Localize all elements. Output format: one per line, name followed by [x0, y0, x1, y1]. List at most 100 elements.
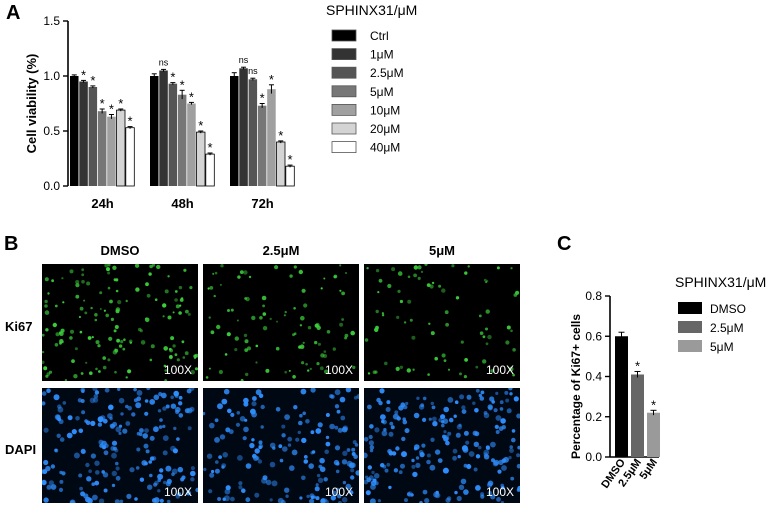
cell-nucleus [310, 430, 315, 435]
significance-label: ns [159, 57, 169, 67]
significance-label: * [189, 89, 194, 104]
cell-nucleus [85, 462, 90, 468]
cell-nucleus [269, 317, 272, 321]
cell-nucleus [415, 456, 420, 460]
cell-nucleus [43, 366, 48, 371]
cell-nucleus [55, 332, 60, 337]
cell-nucleus [142, 433, 148, 439]
cell-nucleus [400, 463, 405, 469]
micrograph-column-title: 2.5μM [262, 243, 300, 258]
cell-nucleus [314, 323, 319, 328]
cell-nucleus [487, 480, 494, 487]
cell-nucleus [506, 325, 511, 330]
cell-nucleus [402, 419, 408, 425]
cell-nucleus [208, 489, 213, 494]
cell-nucleus [284, 310, 287, 314]
cell-nucleus [284, 370, 287, 374]
bar [107, 116, 116, 186]
cell-nucleus [172, 311, 175, 314]
panel-label-a: A [6, 2, 21, 24]
legend-swatch [331, 141, 357, 154]
legend-entry: 2.5μM [710, 321, 744, 335]
cell-nucleus [249, 442, 255, 449]
cell-nucleus [69, 499, 76, 503]
cell-nucleus [183, 268, 187, 272]
cell-nucleus [154, 480, 159, 486]
cell-nucleus [50, 484, 57, 490]
legend-title: SPHINX31/μM [326, 2, 417, 18]
bar [168, 83, 178, 186]
cell-nucleus [341, 426, 348, 433]
cell-nucleus [75, 283, 80, 288]
cell-nucleus [379, 388, 385, 394]
cell-nucleus [447, 397, 454, 403]
cell-nucleus [452, 448, 458, 454]
cell-nucleus [162, 424, 166, 429]
cell-nucleus [397, 271, 403, 276]
cell-nucleus [429, 464, 436, 471]
cell-nucleus [45, 328, 49, 332]
cell-nucleus [112, 265, 117, 270]
cell-nucleus [164, 369, 168, 372]
cell-nucleus [129, 467, 135, 473]
bar [79, 81, 88, 186]
cell-nucleus [80, 448, 86, 454]
cell-nucleus [337, 494, 342, 499]
cell-nucleus [167, 275, 170, 278]
cell-nucleus [62, 301, 65, 304]
cell-nucleus [271, 480, 278, 487]
cell-nucleus [443, 359, 447, 362]
legend-entry: DMSO [710, 302, 746, 316]
cell-nucleus [482, 359, 487, 364]
cell-nucleus [81, 410, 86, 415]
cell-nucleus [464, 358, 468, 362]
cell-nucleus [380, 414, 386, 420]
cell-nucleus [454, 490, 458, 495]
micrograph-cells [364, 388, 520, 503]
cell-nucleus [310, 388, 316, 393]
cell-nucleus [74, 347, 78, 351]
cell-nucleus [178, 401, 183, 406]
cell-nucleus [216, 324, 221, 330]
significance-label: * [198, 118, 203, 133]
cell-nucleus [95, 340, 100, 345]
bar [159, 70, 168, 186]
cell-nucleus [107, 271, 111, 275]
cell-nucleus [485, 281, 488, 284]
cell-nucleus [387, 283, 392, 289]
legend-swatch [678, 321, 702, 333]
cell-nucleus [279, 458, 284, 463]
cell-nucleus [255, 344, 259, 348]
cell-nucleus [94, 390, 100, 395]
cell-nucleus [427, 373, 430, 376]
cell-nucleus [103, 450, 109, 456]
cell-nucleus [117, 388, 121, 391]
cell-nucleus [428, 322, 431, 325]
cell-nucleus [47, 292, 50, 295]
cell-nucleus [460, 340, 464, 344]
cell-nucleus [70, 329, 74, 334]
cell-nucleus [79, 330, 83, 334]
cell-nucleus [42, 333, 45, 337]
cell-nucleus [289, 465, 295, 471]
legend-entry: 40μM [370, 141, 400, 155]
cell-nucleus [103, 309, 106, 312]
cell-nucleus [332, 347, 336, 351]
cell-nucleus [236, 319, 239, 322]
cell-nucleus [431, 405, 436, 410]
cell-nucleus [220, 264, 224, 268]
cell-nucleus [67, 415, 73, 421]
micrograph-ki67-1: 100X [42, 264, 198, 381]
cell-nucleus [370, 480, 377, 486]
cell-nucleus [188, 388, 195, 391]
cell-nucleus [86, 476, 92, 482]
cell-nucleus [54, 448, 59, 453]
cell-nucleus [73, 374, 78, 379]
y-tick-label: 0.4 [585, 370, 602, 384]
cell-nucleus [381, 419, 385, 424]
cell-nucleus [515, 290, 520, 295]
cell-nucleus [173, 390, 179, 397]
cell-nucleus [505, 340, 510, 345]
legend-swatch [331, 85, 357, 98]
cell-nucleus [414, 444, 420, 450]
